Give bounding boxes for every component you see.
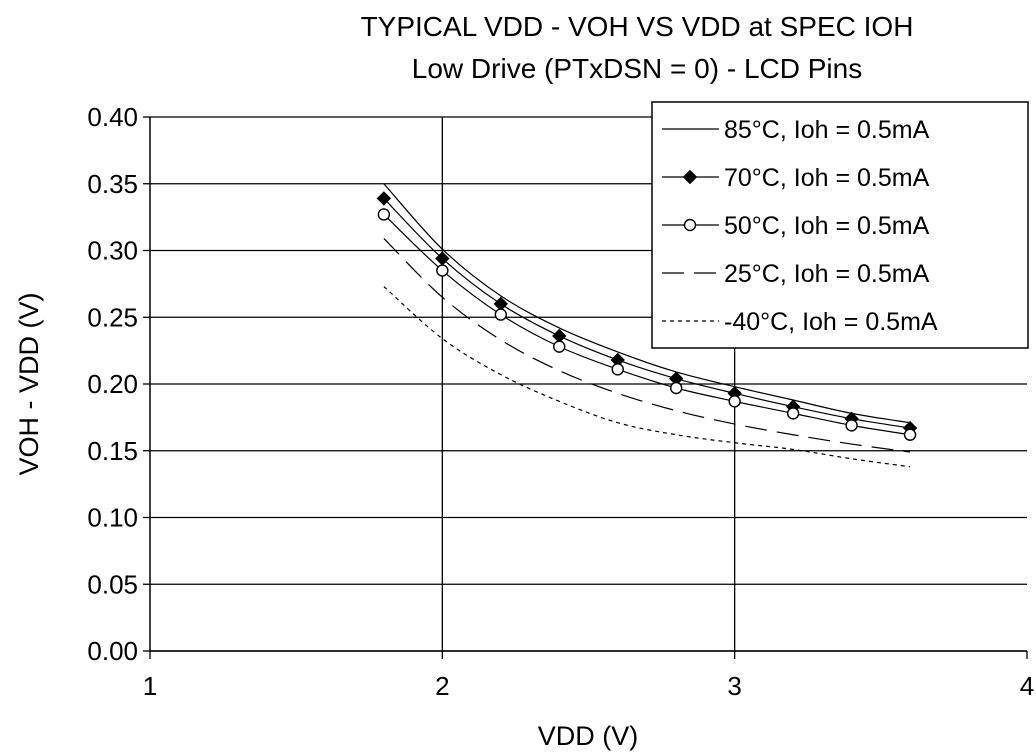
series-3 [383,238,911,453]
data-point [670,381,683,395]
series-2 [377,208,917,441]
data-point [436,264,449,277]
legend-label: 50°C, Ioh = 0.5mA [724,212,930,240]
x-tick-label: 4 [1020,671,1034,701]
data-point [494,308,507,321]
legend-item: -40°C, Ioh = 0.5mA [662,308,938,336]
legend-marker [683,218,697,232]
y-tick-label: 0.10 [87,503,138,533]
x-tick-label: 2 [435,671,449,701]
y-tick-label: 0.35 [87,169,138,199]
y-tick-label: 0.00 [87,636,138,666]
x-tick-label: 3 [727,671,741,701]
y-axis-label: VOH - VDD (V) [14,292,44,475]
series-line-4 [383,286,911,468]
data-point [786,407,800,420]
series-line-3 [383,238,911,453]
y-tick-label: 0.15 [87,436,138,466]
data-point [845,419,858,432]
data-point [377,208,391,221]
data-point [728,395,741,408]
series-line-0 [383,183,911,424]
legend-label: 70°C, Ioh = 0.5mA [724,164,930,192]
y-tick-label: 0.40 [87,102,138,132]
legend-label: 25°C, Ioh = 0.5mA [724,260,930,288]
axes [143,116,1028,659]
x-tick-label: 1 [143,671,157,701]
chart-title: TYPICAL VDD - VOH VS VDD at SPEC IOH [361,11,914,42]
legend-marker [682,169,698,185]
data-point [611,363,624,376]
data-point [903,428,917,441]
series-line-2 [383,214,911,436]
legend-label: 85°C, Ioh = 0.5mA [724,116,930,144]
chart-subtitle: Low Drive (PTxDSN = 0) - LCD Pins [412,53,862,84]
x-axis-label: VDD (V) [538,721,639,751]
y-tick-label: 0.20 [87,369,138,399]
legend: 85°C, Ioh = 0.5mA 70°C, Ioh = 0.5mA 50°C, … [651,101,1029,349]
y-tick-label: 0.05 [87,569,138,599]
data-point [376,191,392,206]
data-point [553,340,566,353]
y-tick-label: 0.25 [87,302,138,332]
series-4 [383,286,911,468]
series-line-1 [383,198,911,429]
legend-item: 50°C, Ioh = 0.5mA [662,212,930,240]
y-tick-label: 0.30 [87,236,138,266]
series-group [376,183,918,468]
tick-labels: 0.00 0.05 0.10 0.15 0.20 0.25 0.30 0.35 0.40 1 2 3 4 [87,102,1034,701]
series-0 [383,183,911,424]
legend-item: 85°C, Ioh = 0.5mA [662,116,930,144]
legend-item: 70°C, Ioh = 0.5mA [662,164,930,192]
legend-label: -40°C, Ioh = 0.5mA [724,308,938,336]
legend-item: 25°C, Ioh = 0.5mA [662,260,930,288]
